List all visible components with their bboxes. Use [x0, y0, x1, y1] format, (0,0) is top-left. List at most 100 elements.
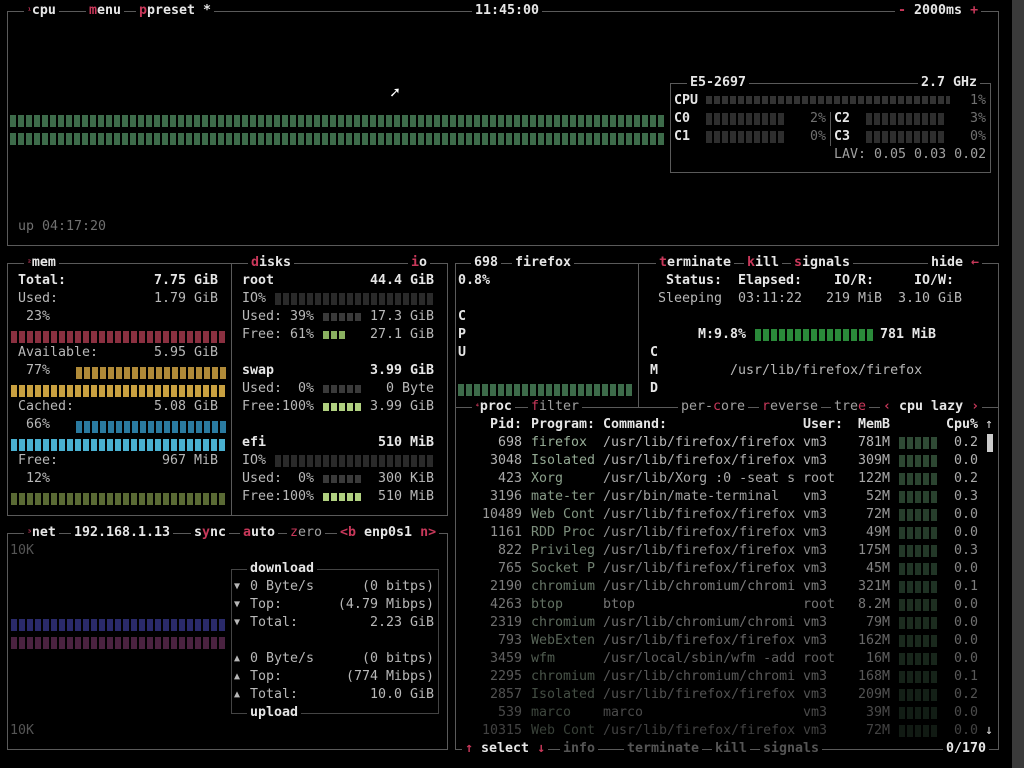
upload-rate-bits: (0 bitps)	[361, 651, 434, 666]
core-label: C2	[834, 111, 851, 126]
menu-button[interactable]: menu	[86, 2, 125, 20]
signals-button[interactable]: signals	[791, 254, 854, 272]
upload-top: (774 Mibps)	[345, 669, 434, 684]
cmd-axis: C	[650, 345, 659, 360]
proc-title[interactable]: ⁴proc	[472, 398, 515, 416]
core-pct: 3%	[969, 111, 986, 126]
io-read-label: IO/R:	[834, 273, 875, 288]
net-title[interactable]: ³net	[24, 524, 59, 542]
terminate-button[interactable]: terminate	[656, 254, 735, 272]
reverse-toggle[interactable]: reverse	[759, 398, 822, 416]
process-cpu: 0.0	[953, 651, 978, 666]
footer-kill-button[interactable]: kill	[712, 740, 751, 758]
disk-io-bar	[275, 455, 435, 467]
interval-control[interactable]: - 2000ms +	[895, 2, 982, 20]
upload-total-label: Total:	[250, 687, 299, 702]
info-button[interactable]: info	[560, 740, 599, 758]
per-core-toggle[interactable]: per-core	[678, 398, 749, 416]
net-auto-toggle[interactable]: auto	[240, 524, 279, 542]
process-cpu: 0.0	[953, 453, 978, 468]
sort-selector[interactable]: ‹ cpu lazy ›	[880, 398, 983, 416]
net-stats-box	[231, 569, 439, 714]
process-program: Xorg	[531, 471, 564, 486]
hide-button[interactable]: hide ←	[928, 254, 983, 272]
kill-button[interactable]: kill	[744, 254, 783, 272]
process-mem-bar	[899, 491, 939, 503]
process-mem-bar	[899, 563, 939, 575]
upload-top-label: Top:	[250, 669, 283, 684]
disk-io-bar	[275, 293, 435, 305]
process-program: chromium	[531, 669, 596, 684]
status-label: Status:	[666, 273, 723, 288]
process-cpu: 0.0	[953, 507, 978, 522]
process-program: Web Cont	[531, 507, 596, 522]
process-user: vm3	[803, 669, 828, 684]
mem-available-label: Available:	[18, 345, 99, 360]
col-program[interactable]: Program:	[531, 417, 596, 432]
cpu-total-pct: 1%	[969, 93, 986, 108]
preset-button[interactable]: ppreset *	[136, 2, 215, 20]
select-label: select	[481, 741, 530, 756]
process-program: chromium	[531, 615, 596, 630]
process-pid: 10489	[481, 507, 522, 522]
tree-toggle[interactable]: tree	[831, 398, 870, 416]
process-cpu: 0.2	[953, 687, 978, 702]
process-user: vm3	[803, 705, 828, 720]
net-next-button[interactable]: n>	[420, 525, 437, 540]
detail-cpu-axis: P	[458, 327, 467, 342]
col-mem[interactable]: MemB	[857, 417, 890, 432]
footer-terminate-button[interactable]: terminate	[624, 740, 703, 758]
process-command: /usr/lib/firefox/firefox	[603, 543, 796, 558]
process-user: vm3	[803, 615, 828, 630]
process-cpu: 0.0	[953, 723, 978, 738]
io-toggle[interactable]: io	[408, 254, 431, 272]
col-cpu[interactable]: Cpu%	[945, 417, 978, 432]
disk-free: Free: 61%	[242, 327, 315, 342]
core-label: C3	[834, 129, 851, 144]
elapsed-value: 03:11:22	[738, 291, 803, 306]
process-command: /usr/lib/firefox/firefox	[603, 507, 796, 522]
process-mem-bar	[899, 527, 939, 539]
net-zero-toggle[interactable]: zero	[287, 524, 326, 542]
process-command: /usr/lib/firefox/firefox	[603, 435, 796, 450]
upload-title: upload	[247, 704, 302, 722]
cpu-title[interactable]: ¹cpu	[24, 2, 59, 20]
process-cpu: 0.1	[953, 579, 978, 594]
process-pid: 2295	[489, 669, 522, 684]
process-command: /usr/lib/firefox/firefox	[603, 687, 796, 702]
core-bar	[706, 113, 786, 125]
col-user[interactable]: User:	[803, 417, 844, 432]
process-count: 0/170	[943, 740, 990, 758]
process-cpu: 0.0	[953, 597, 978, 612]
filter-button[interactable]: filter	[528, 398, 583, 416]
scroll-down-icon[interactable]: ↓	[985, 723, 994, 738]
process-mem: 72M	[865, 507, 890, 522]
mem-free-label: Free:	[18, 453, 59, 468]
cpu-freq: 2.7 GHz	[918, 74, 981, 92]
process-pid: 822	[497, 543, 522, 558]
mem-available-bar-2	[11, 385, 227, 397]
process-mem: 39M	[865, 705, 890, 720]
footer-signals-button[interactable]: signals	[760, 740, 823, 758]
net-prev-button[interactable]: <b	[340, 525, 357, 540]
process-mem-bar	[899, 671, 939, 683]
disks-title[interactable]: disks	[248, 254, 295, 272]
net-sync-toggle[interactable]: sync	[191, 524, 230, 542]
process-program: Socket P	[531, 561, 596, 576]
net-iface-selector[interactable]: <b enp0s1 n>	[337, 524, 440, 542]
mem-title[interactable]: ²mem	[24, 254, 59, 272]
download-rate-bits: (0 bitps)	[361, 579, 434, 594]
disk-used: Used: 0%	[242, 471, 315, 486]
col-command[interactable]: Command:	[603, 417, 668, 432]
core-label: C0	[674, 111, 691, 126]
detail-cpu-axis: C	[458, 309, 467, 324]
select-control[interactable]: ↑ select ↓	[462, 740, 549, 758]
sort-value: cpu lazy	[899, 399, 964, 414]
scroll-up-icon[interactable]: ↑	[985, 417, 994, 432]
col-pid[interactable]: Pid:	[489, 417, 522, 432]
process-mem: 175M	[857, 543, 890, 558]
io-read-value: 219 MiB	[826, 291, 883, 306]
process-mem: 52M	[865, 489, 890, 504]
scrollbar-thumb[interactable]	[987, 434, 993, 452]
net-download-graph	[11, 619, 227, 631]
